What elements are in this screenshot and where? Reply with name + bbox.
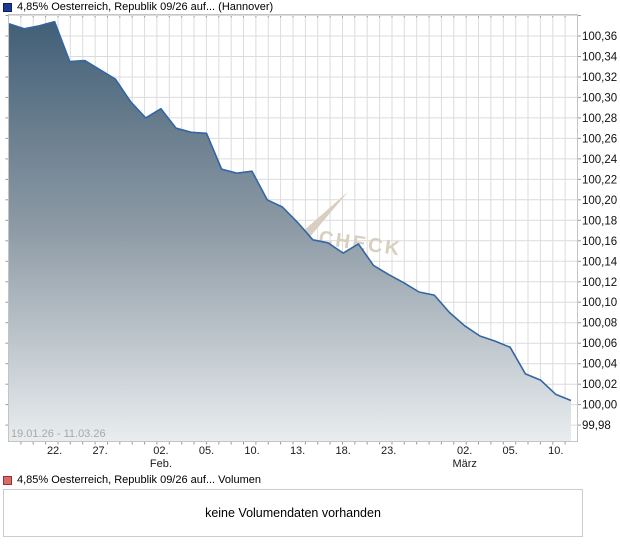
y-axis-label: 100,04 bbox=[582, 359, 618, 371]
y-axis-label: 100,24 bbox=[582, 154, 618, 166]
volume-series-marker-icon bbox=[3, 475, 12, 485]
x-axis-label: 02. bbox=[457, 445, 472, 457]
x-axis-label: 27. bbox=[92, 445, 107, 457]
y-axis-label: 100,32 bbox=[582, 72, 617, 84]
x-axis-label: 23. bbox=[381, 445, 396, 457]
volume-legend: 4,85% Oesterreich, Republik 09/26 auf...… bbox=[3, 474, 261, 486]
price-series-label: 4,85% Oesterreich, Republik 09/26 auf...… bbox=[17, 1, 274, 13]
price-series-marker-icon bbox=[3, 2, 12, 12]
volume-panel: keine Volumendaten vorhanden bbox=[3, 489, 583, 537]
y-axis-label: 100,02 bbox=[582, 379, 617, 391]
price-legend: 4,85% Oesterreich, Republik 09/26 auf...… bbox=[3, 1, 273, 13]
y-axis-label: 99,98 bbox=[582, 420, 611, 432]
y-axis-label: 100,28 bbox=[582, 113, 617, 125]
x-axis-month-label: März bbox=[452, 458, 476, 470]
y-axis-label: 100,12 bbox=[582, 277, 617, 289]
y-axis-label: 100,22 bbox=[582, 174, 617, 186]
y-axis-label: 100,34 bbox=[582, 52, 618, 64]
x-axis-label: 10. bbox=[244, 445, 259, 457]
x-axis-label: 18. bbox=[336, 445, 351, 457]
x-axis-label: 22. bbox=[47, 445, 62, 457]
x-axis-month-label: Feb. bbox=[150, 458, 172, 470]
y-axis-label: 100,20 bbox=[582, 195, 617, 207]
y-axis-label: 100,26 bbox=[582, 133, 617, 145]
y-axis-label: 100,00 bbox=[582, 400, 617, 412]
price-area bbox=[9, 21, 571, 441]
x-axis-label: 02. bbox=[153, 445, 168, 457]
y-axis-label: 100,14 bbox=[582, 256, 618, 268]
price-line bbox=[8, 20, 572, 402]
y-axis-label: 100,06 bbox=[582, 338, 617, 350]
volume-empty-message: keine Volumendaten vorhanden bbox=[205, 506, 381, 520]
y-axis-label: 100,10 bbox=[582, 297, 617, 309]
y-axis-label: 100,30 bbox=[582, 92, 617, 104]
x-axis-label: 13. bbox=[290, 445, 305, 457]
x-axis-label: 05. bbox=[503, 445, 518, 457]
x-axis-label: 10. bbox=[548, 445, 563, 457]
y-axis-label: 100,16 bbox=[582, 236, 617, 248]
y-axis-label: 100,08 bbox=[582, 318, 617, 330]
volume-series-label: 4,85% Oesterreich, Republik 09/26 auf...… bbox=[17, 474, 261, 486]
date-range-label: 19.01.26 - 11.03.26 bbox=[11, 428, 106, 440]
y-axis-label: 100,36 bbox=[582, 31, 617, 43]
x-axis-label: 05. bbox=[199, 445, 214, 457]
y-axis-label: 100,18 bbox=[582, 215, 617, 227]
